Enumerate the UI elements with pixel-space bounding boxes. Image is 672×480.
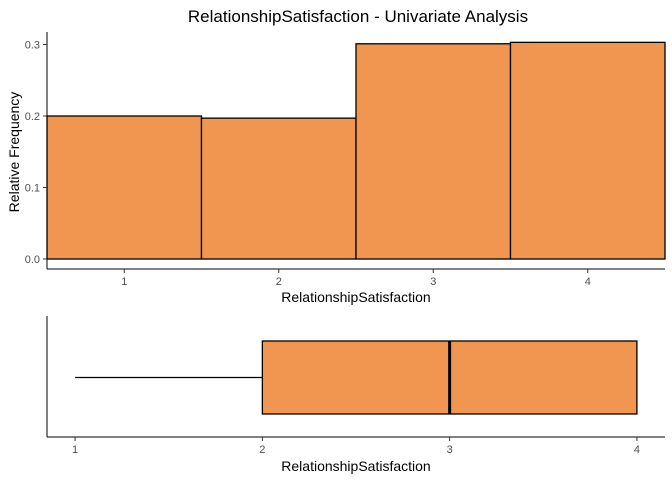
histogram-bar [355, 43, 512, 260]
histogram-bar [200, 117, 357, 260]
histogram-y-axis-title: Relative Frequency [6, 92, 22, 213]
boxplot-x-tick-label: 2 [259, 444, 265, 456]
histogram-bar [46, 115, 203, 260]
histogram-y-tick-label: 0.0 [25, 254, 40, 266]
histogram-y-tick-label: 0.1 [25, 183, 40, 195]
histogram-y-tick-label: 0.2 [25, 111, 40, 123]
histogram-x-tick-label: 1 [121, 276, 127, 288]
histogram-y-tick-label: 0.3 [25, 40, 40, 52]
boxplot-x-tick-label: 1 [72, 444, 78, 456]
histogram-bar [509, 41, 666, 260]
histogram-x-tick-label: 2 [276, 276, 282, 288]
histogram-x-tick-label: 4 [585, 276, 591, 288]
chart-title: RelationshipSatisfaction - Univariate An… [188, 7, 528, 26]
histogram-x-axis-title: RelationshipSatisfaction [281, 289, 430, 305]
boxplot-x-tick-label: 3 [447, 444, 453, 456]
boxplot-x-tick-label: 4 [634, 444, 640, 456]
histogram-x-tick-label: 3 [430, 276, 436, 288]
histogram-panel: 0.0 0.1 0.2 0.3 1 2 3 4 [25, 32, 666, 288]
boxplot-x-axis-title: RelationshipSatisfaction [281, 458, 430, 474]
boxplot-panel: 1 2 3 4 [46, 316, 665, 456]
